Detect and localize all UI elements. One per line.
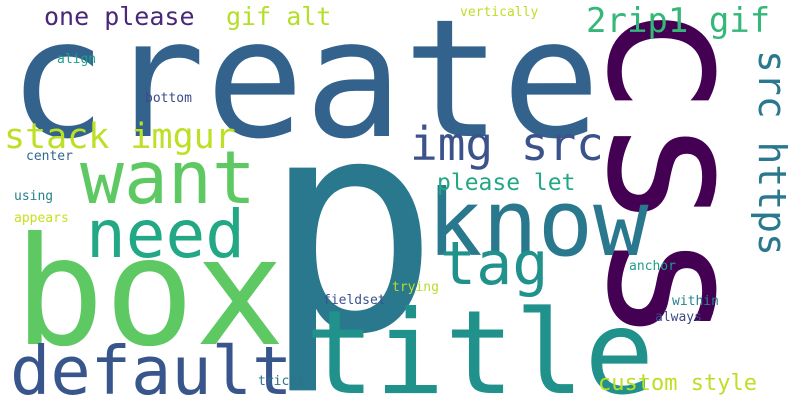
word-title: title <box>305 286 655 400</box>
word-one-please: one please <box>44 2 195 31</box>
word-box: box <box>14 206 285 380</box>
word-tricks: tricks <box>258 374 305 389</box>
word-gif-alt: gif alt <box>226 2 332 31</box>
word-2rip1-gif: 2rip1 gif <box>586 1 771 41</box>
word-align: align <box>57 52 97 67</box>
word-create: create <box>8 0 601 175</box>
word-want: want <box>80 136 256 221</box>
word-appears: appears <box>14 211 69 226</box>
word-custom-style: custom style <box>598 371 757 396</box>
word-stack-imgur: stack imgur <box>4 117 236 157</box>
word-always: always <box>655 310 702 325</box>
word-know: know <box>427 170 649 277</box>
word-tag: tag <box>440 229 549 299</box>
word-trying: trying <box>392 280 439 295</box>
word-anchor: anchor <box>629 259 676 274</box>
word-within: within <box>672 294 719 309</box>
word-vertically: vertically <box>460 5 539 20</box>
word-img-src: img src <box>410 117 604 171</box>
word-src-https: src https <box>750 50 794 256</box>
word-p: p <box>262 55 440 399</box>
word-using: using <box>14 189 54 204</box>
word-please-let: please let <box>437 170 576 196</box>
word-fieldset: fieldset <box>323 293 386 308</box>
word-center: center <box>26 149 73 164</box>
word-bottom: bottom <box>145 91 192 106</box>
word-need: need <box>86 196 245 273</box>
word-default: default <box>10 332 293 400</box>
